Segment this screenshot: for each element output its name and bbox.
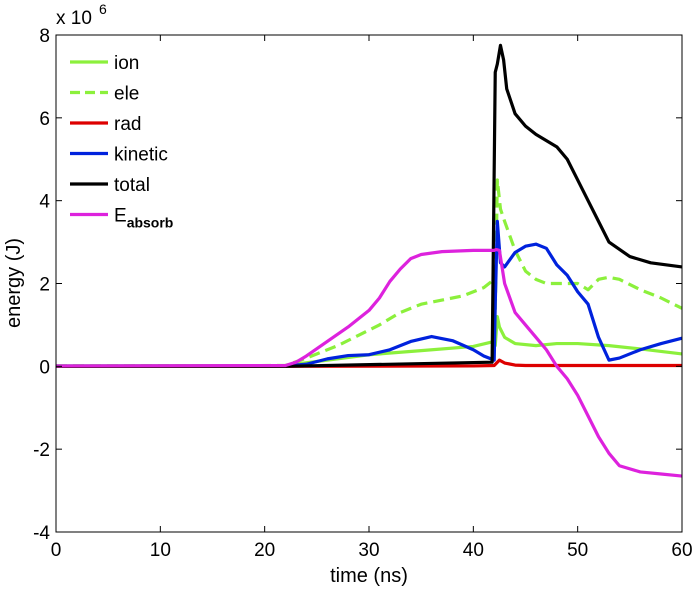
y-tick-label: 2 [39,275,50,296]
y-tick-label: -2 [33,440,50,461]
x-tick-label: 40 [463,540,484,561]
legend-label-rad: rad [114,114,141,135]
x-tick-label: 0 [51,540,62,561]
ticks-layer: 0 10 20 30 40 50 60 -4 -2 0 2 4 6 8 [33,26,692,561]
series-line-ele [55,178,683,368]
series-line-eabsorb [55,247,683,478]
x-tick-label: 50 [567,540,588,561]
x-tick-label: 60 [671,540,692,561]
y-multiplier-label: x 10 [56,8,92,29]
series-line-total [56,43,683,368]
legend: ion ele rad kinetic total Eabsorb [70,53,173,231]
y-tick-label: 4 [39,192,50,213]
plot-area [56,35,682,532]
legend-label-total: total [114,175,150,196]
legend-label-eabsorb: Eabsorb [114,206,173,231]
x-tick-label: 10 [150,540,171,561]
y-tick-label: 6 [39,109,50,130]
y-tick-label: 8 [39,26,50,47]
x-tick-label: 30 [358,540,379,561]
legend-label-ele: ele [114,84,139,105]
x-axis-label: time (ns) [330,565,408,587]
y-tick-label: -4 [33,523,50,544]
x-tick-label: 20 [254,540,275,561]
y-multiplier-exponent: 6 [99,1,107,17]
y-axis-label: energy (J) [3,238,25,328]
legend-label-kinetic: kinetic [114,145,168,166]
legend-label-ion: ion [114,53,139,74]
series-layer [55,43,683,478]
y-tick-label: 0 [39,357,50,378]
